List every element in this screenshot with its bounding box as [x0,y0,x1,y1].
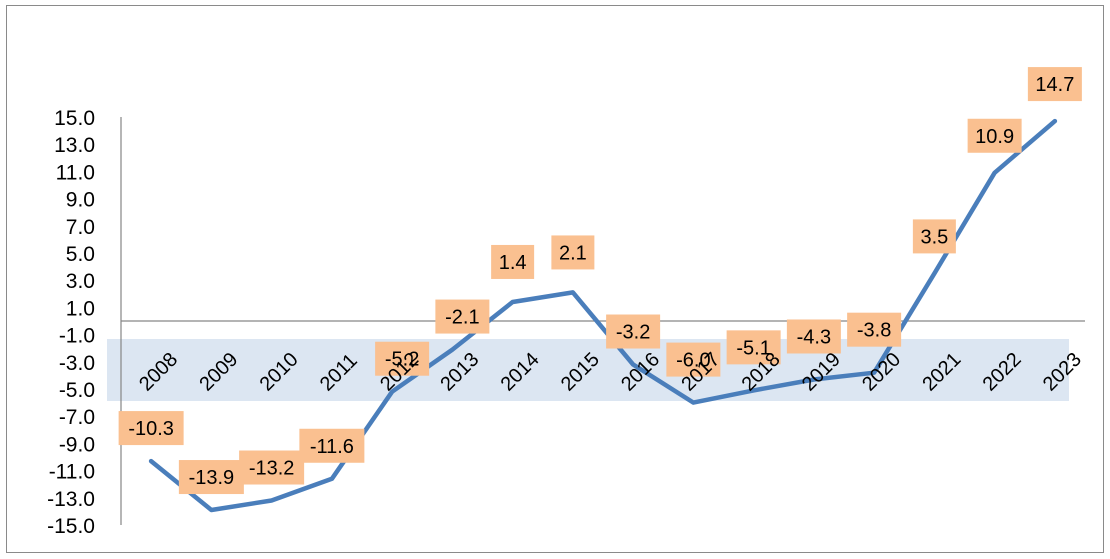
data-label: 3.5 [920,226,948,248]
data-label-box [912,219,956,254]
y-tick-label: -9.0 [59,433,95,456]
y-tick-label: 9.0 [66,189,95,212]
y-tick-label: -1.0 [59,325,95,348]
data-label-box [726,330,781,365]
data-label: -11.6 [310,436,354,458]
data-label: -10.3 [128,418,174,440]
data-label-box [1027,67,1082,102]
data-label: 2.1 [559,242,587,264]
data-label: -3.8 [857,320,891,342]
y-tick-label: -15.0 [47,515,95,538]
data-label-box [967,118,1022,153]
y-tick-label: 3.0 [66,270,95,293]
y-tick-label: -5.0 [59,379,95,402]
data-label: -3.2 [616,322,650,344]
y-tick-label: 5.0 [66,243,95,266]
data-label-box [239,450,305,485]
y-tick-label: -3.0 [59,352,95,375]
data-label: 14.7 [1035,74,1074,96]
data-label: -6.0 [676,350,710,372]
data-label: -2.1 [445,307,479,329]
data-label: -5.2 [385,349,419,371]
data-label: -13.9 [189,467,235,489]
data-label-box [299,428,365,463]
data-label-box [375,341,430,376]
category-axis-band [107,339,1069,401]
data-label-box [606,314,661,349]
data-label-box [551,235,595,270]
y-tick-label: 1.0 [66,297,95,320]
series-line [148,118,1058,513]
y-tick-label: -11.0 [49,461,95,484]
data-label: 10.9 [975,126,1014,148]
y-tick-label: 7.0 [66,216,95,239]
data-label-box [847,312,902,347]
data-label-box [786,319,841,354]
data-label: -4.3 [797,326,831,348]
data-label-box [435,299,490,334]
y-tick-label: 13.0 [54,134,95,157]
data-label-box [118,411,184,446]
y-tick-label: 15.0 [54,107,95,130]
data-label: -13.2 [249,458,295,480]
y-tick-label: -13.0 [47,488,95,511]
data-label-box [666,342,721,377]
y-tick-label: -7.0 [59,406,95,429]
y-tick-label: 11.0 [56,161,95,184]
data-label-box [491,244,535,279]
data-label: 1.4 [499,252,527,274]
data-label: -5.1 [736,337,770,359]
data-label-box [178,460,244,495]
